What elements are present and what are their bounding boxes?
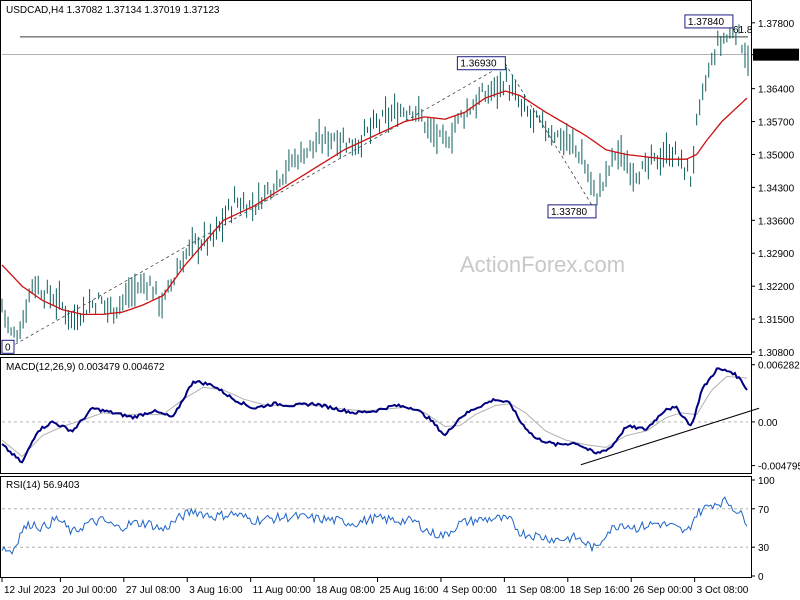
price-tick-label: 1.33600 — [758, 216, 795, 227]
price-tick-label: 1.36400 — [758, 85, 795, 96]
macd-tick-label: 0.006282 — [758, 361, 800, 372]
x-tick-label: 11 Sep 08:00 — [506, 585, 565, 596]
price-plot: 61.8 1.36930 1.37840 1.33780 0 — [1, 14, 753, 354]
rsi-plot — [1, 496, 748, 555]
price-tick-label: 1.35700 — [758, 118, 795, 129]
zigzag-line — [505, 63, 597, 213]
moving-average-line — [1, 90, 748, 316]
axes: 1.37800 1.37123 1.36400 1.35700 1.35000 1.343… — [1, 19, 800, 596]
price-tick-label: 1.32900 — [758, 249, 795, 260]
x-tick-label: 3 Aug 16:00 — [189, 585, 243, 596]
macd-trendline — [580, 407, 760, 466]
rsi-tick-label: 100 — [758, 476, 775, 487]
price-tick-label: 1.37123 — [758, 51, 795, 62]
annotation-label: 1.36930 — [460, 59, 497, 70]
x-tick-label: 12 Jul 2023 — [4, 585, 56, 596]
current-price-marker — [753, 48, 799, 61]
annotation-label: 1.37840 — [688, 17, 725, 28]
annotation-label: 1.33780 — [551, 207, 588, 218]
x-tick-label: 3 Oct 08:00 — [697, 585, 749, 596]
candle-series — [1, 20, 749, 343]
price-tick-label: 1.30800 — [758, 348, 795, 359]
x-tick-label: 18 Sep 16:00 — [570, 585, 630, 596]
rsi-tick-label: 70 — [758, 505, 770, 516]
watermark: ActionForex.com — [460, 252, 625, 277]
macd-panel-frame — [0, 357, 752, 474]
price-annotation: 1.33780 — [547, 204, 597, 219]
macd-tick-label: -0.004795 — [758, 462, 800, 473]
zigzag-line — [9, 63, 506, 348]
rsi-panel-frame — [0, 476, 752, 578]
x-tick-label: 18 Aug 08:00 — [316, 585, 375, 596]
price-tick-label: 1.34300 — [758, 183, 795, 194]
x-tick-label: 25 Aug 16:00 — [380, 585, 439, 596]
x-tick-label: 11 Aug 00:00 — [253, 585, 312, 596]
x-tick-label: 20 Jul 00:00 — [62, 585, 117, 596]
price-panel-header: USDCAD,H4 1.37082 1.37134 1.37019 1.3712… — [6, 5, 220, 16]
x-tick-label: 27 Jul 08:00 — [126, 585, 181, 596]
macd-panel-header: MACD(12,26,9) 0.003479 0.004672 — [6, 362, 165, 373]
fib-level-label: 61.8 — [733, 25, 753, 36]
x-tick-label: 4 Sep 00:00 — [443, 585, 497, 596]
rsi-panel-header: RSI(14) 56.9403 — [6, 480, 80, 491]
price-tick-label: 1.37800 — [758, 19, 795, 30]
macd-tick-label: 0.00 — [758, 418, 778, 429]
price-annotation: 0 — [1, 339, 15, 354]
price-annotation: 1.36930 — [456, 56, 506, 71]
x-tick-label: 26 Sep 00:00 — [633, 585, 693, 596]
price-tick-label: 1.35000 — [758, 150, 795, 161]
rsi-line — [1, 496, 748, 555]
price-annotation: 1.37840 — [684, 14, 734, 29]
annotation-label: 0 — [5, 342, 11, 353]
macd-plot — [1, 367, 760, 466]
rsi-tick-label: 30 — [758, 543, 770, 554]
rsi-tick-label: 0 — [758, 572, 764, 583]
price-tick-label: 1.32200 — [758, 282, 795, 293]
macd-line — [1, 367, 748, 464]
price-tick-label: 1.31500 — [758, 315, 795, 326]
